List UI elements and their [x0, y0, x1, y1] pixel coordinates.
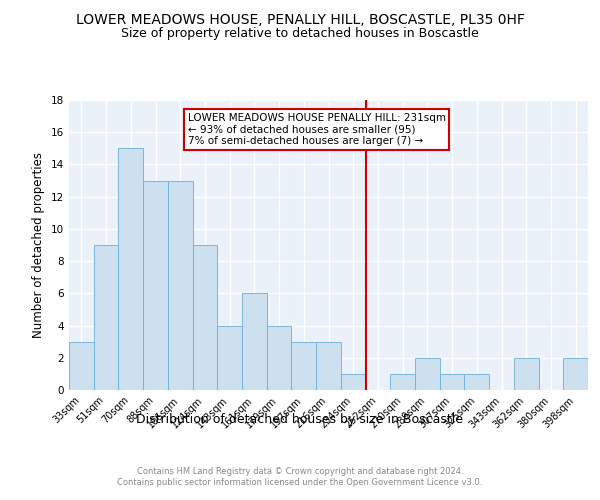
- Bar: [193, 245, 217, 390]
- Bar: [69, 342, 94, 390]
- Text: Size of property relative to detached houses in Boscastle: Size of property relative to detached ho…: [121, 28, 479, 40]
- Text: LOWER MEADOWS HOUSE, PENALLY HILL, BOSCASTLE, PL35 0HF: LOWER MEADOWS HOUSE, PENALLY HILL, BOSCA…: [76, 12, 524, 26]
- Bar: [341, 374, 365, 390]
- Bar: [217, 326, 242, 390]
- Text: Contains HM Land Registry data © Crown copyright and database right 2024.
Contai: Contains HM Land Registry data © Crown c…: [118, 468, 482, 487]
- Y-axis label: Number of detached properties: Number of detached properties: [32, 152, 46, 338]
- Bar: [168, 180, 193, 390]
- Bar: [267, 326, 292, 390]
- Bar: [514, 358, 539, 390]
- Bar: [440, 374, 464, 390]
- Bar: [316, 342, 341, 390]
- Bar: [390, 374, 415, 390]
- Bar: [143, 180, 168, 390]
- Text: LOWER MEADOWS HOUSE PENALLY HILL: 231sqm
← 93% of detached houses are smaller (9: LOWER MEADOWS HOUSE PENALLY HILL: 231sqm…: [188, 113, 446, 146]
- Bar: [94, 245, 118, 390]
- Bar: [292, 342, 316, 390]
- Bar: [563, 358, 588, 390]
- Bar: [415, 358, 440, 390]
- Bar: [464, 374, 489, 390]
- Text: Distribution of detached houses by size in Boscastle: Distribution of detached houses by size …: [137, 412, 464, 426]
- Bar: [118, 148, 143, 390]
- Bar: [242, 294, 267, 390]
